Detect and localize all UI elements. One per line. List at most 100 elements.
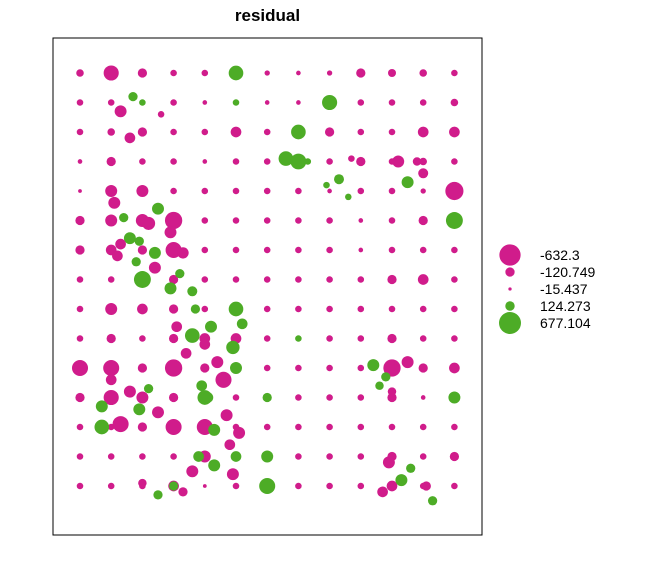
data-point <box>202 159 208 164</box>
data-point <box>95 400 108 413</box>
data-point <box>76 276 84 283</box>
data-point <box>326 158 333 165</box>
data-point <box>418 215 428 226</box>
data-point <box>392 155 405 168</box>
data-point <box>295 453 302 460</box>
data-point <box>357 394 365 401</box>
data-point <box>94 419 110 435</box>
data-point <box>451 305 458 313</box>
data-point <box>143 383 154 394</box>
data-point <box>264 70 270 76</box>
data-point <box>76 128 84 136</box>
data-point <box>427 496 438 506</box>
data-point <box>451 69 458 77</box>
data-point <box>387 274 397 285</box>
data-point <box>123 232 136 245</box>
data-point <box>107 128 115 136</box>
data-point <box>296 100 301 105</box>
data-point <box>148 261 161 274</box>
data-point <box>420 395 426 400</box>
data-point <box>76 99 84 106</box>
data-point <box>263 335 271 342</box>
data-point <box>152 202 164 215</box>
legend-label: 124.273 <box>540 298 591 314</box>
data-point <box>326 70 333 76</box>
data-point <box>357 187 365 195</box>
data-point <box>357 364 365 372</box>
data-point <box>170 158 177 165</box>
data-point <box>263 187 271 195</box>
data-point <box>148 246 161 259</box>
data-point <box>139 335 146 342</box>
data-point <box>76 69 84 77</box>
data-point <box>232 482 240 490</box>
legend-label: -15.437 <box>540 281 588 297</box>
data-point <box>202 100 208 105</box>
data-point <box>108 196 121 209</box>
data-point <box>388 305 396 313</box>
data-point <box>196 380 208 392</box>
data-point <box>451 158 458 165</box>
data-point <box>232 158 240 165</box>
data-point <box>262 392 272 403</box>
data-point <box>230 451 242 462</box>
data-point <box>137 68 148 78</box>
data-point <box>139 99 146 106</box>
data-point <box>295 246 302 254</box>
data-point <box>323 181 330 189</box>
data-point <box>232 217 240 224</box>
data-point <box>136 185 149 197</box>
data-point <box>451 423 458 431</box>
data-point <box>412 157 422 166</box>
data-point <box>263 128 271 136</box>
data-point <box>450 98 459 107</box>
data-point <box>278 151 294 166</box>
data-point <box>164 226 177 239</box>
data-point <box>295 217 302 224</box>
data-point <box>77 159 83 164</box>
data-point <box>326 335 333 342</box>
data-point <box>75 215 85 226</box>
data-point <box>103 389 119 406</box>
data-point <box>449 362 460 374</box>
data-point <box>387 392 397 403</box>
data-point <box>348 155 355 162</box>
data-point <box>215 371 232 388</box>
data-point <box>295 305 302 313</box>
data-point <box>201 305 209 313</box>
data-point <box>224 439 236 451</box>
data-point <box>445 212 463 229</box>
data-point <box>123 385 136 398</box>
data-point <box>232 394 240 401</box>
data-point <box>291 124 306 140</box>
data-point <box>201 187 209 195</box>
data-point <box>451 276 458 283</box>
data-point <box>264 100 270 105</box>
data-point <box>168 304 179 314</box>
data-point <box>170 453 177 460</box>
data-point <box>220 409 233 422</box>
data-point <box>322 94 338 111</box>
data-point <box>357 453 365 460</box>
data-point <box>226 468 239 481</box>
data-point <box>168 481 179 491</box>
data-point <box>326 453 333 460</box>
data-point <box>419 246 427 254</box>
data-point <box>356 68 366 78</box>
data-point <box>236 318 248 330</box>
data-point <box>71 359 89 377</box>
data-point <box>419 335 427 342</box>
data-point <box>357 276 365 283</box>
data-point <box>230 362 242 374</box>
data-point <box>419 453 427 460</box>
data-point <box>184 328 200 343</box>
data-point <box>76 453 84 460</box>
data-point <box>388 128 396 136</box>
data-point <box>232 276 240 283</box>
data-point <box>165 418 182 436</box>
data-point <box>263 217 271 224</box>
data-point <box>377 486 388 498</box>
data-point <box>261 450 274 463</box>
data-point <box>178 487 188 497</box>
data-point <box>208 423 221 436</box>
